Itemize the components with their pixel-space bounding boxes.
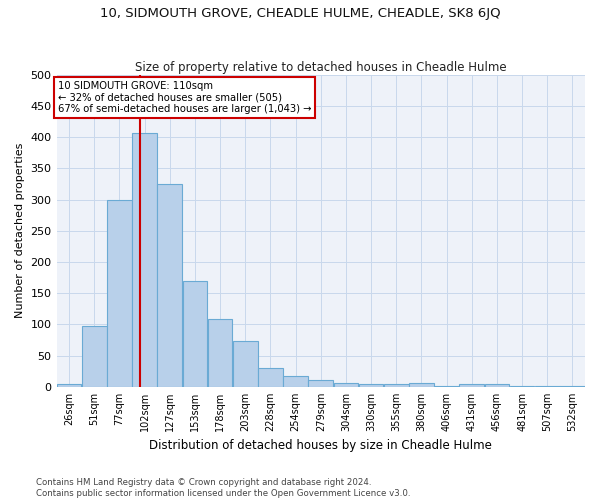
Bar — [434, 386, 459, 387]
Bar — [510, 386, 535, 387]
Y-axis label: Number of detached properties: Number of detached properties — [15, 143, 25, 318]
Bar — [82, 326, 107, 387]
Text: Contains HM Land Registry data © Crown copyright and database right 2024.
Contai: Contains HM Land Registry data © Crown c… — [36, 478, 410, 498]
Title: Size of property relative to detached houses in Cheadle Hulme: Size of property relative to detached ho… — [135, 60, 506, 74]
Text: 10, SIDMOUTH GROVE, CHEADLE HULME, CHEADLE, SK8 6JQ: 10, SIDMOUTH GROVE, CHEADLE HULME, CHEAD… — [100, 8, 500, 20]
Bar — [132, 132, 157, 387]
Bar — [57, 384, 82, 387]
Bar — [485, 384, 509, 387]
Bar — [233, 342, 257, 387]
Bar — [460, 384, 484, 387]
Text: 10 SIDMOUTH GROVE: 110sqm
← 32% of detached houses are smaller (505)
67% of semi: 10 SIDMOUTH GROVE: 110sqm ← 32% of detac… — [58, 81, 311, 114]
Bar — [535, 386, 560, 387]
Bar — [283, 376, 308, 387]
Bar — [359, 384, 383, 387]
Bar — [560, 386, 585, 387]
Bar — [182, 281, 207, 387]
Bar — [208, 320, 232, 387]
Bar — [409, 382, 434, 387]
Bar — [157, 184, 182, 387]
Bar — [308, 380, 333, 387]
Bar — [384, 384, 409, 387]
X-axis label: Distribution of detached houses by size in Cheadle Hulme: Distribution of detached houses by size … — [149, 440, 492, 452]
Bar — [107, 200, 132, 387]
Bar — [258, 368, 283, 387]
Bar — [334, 382, 358, 387]
